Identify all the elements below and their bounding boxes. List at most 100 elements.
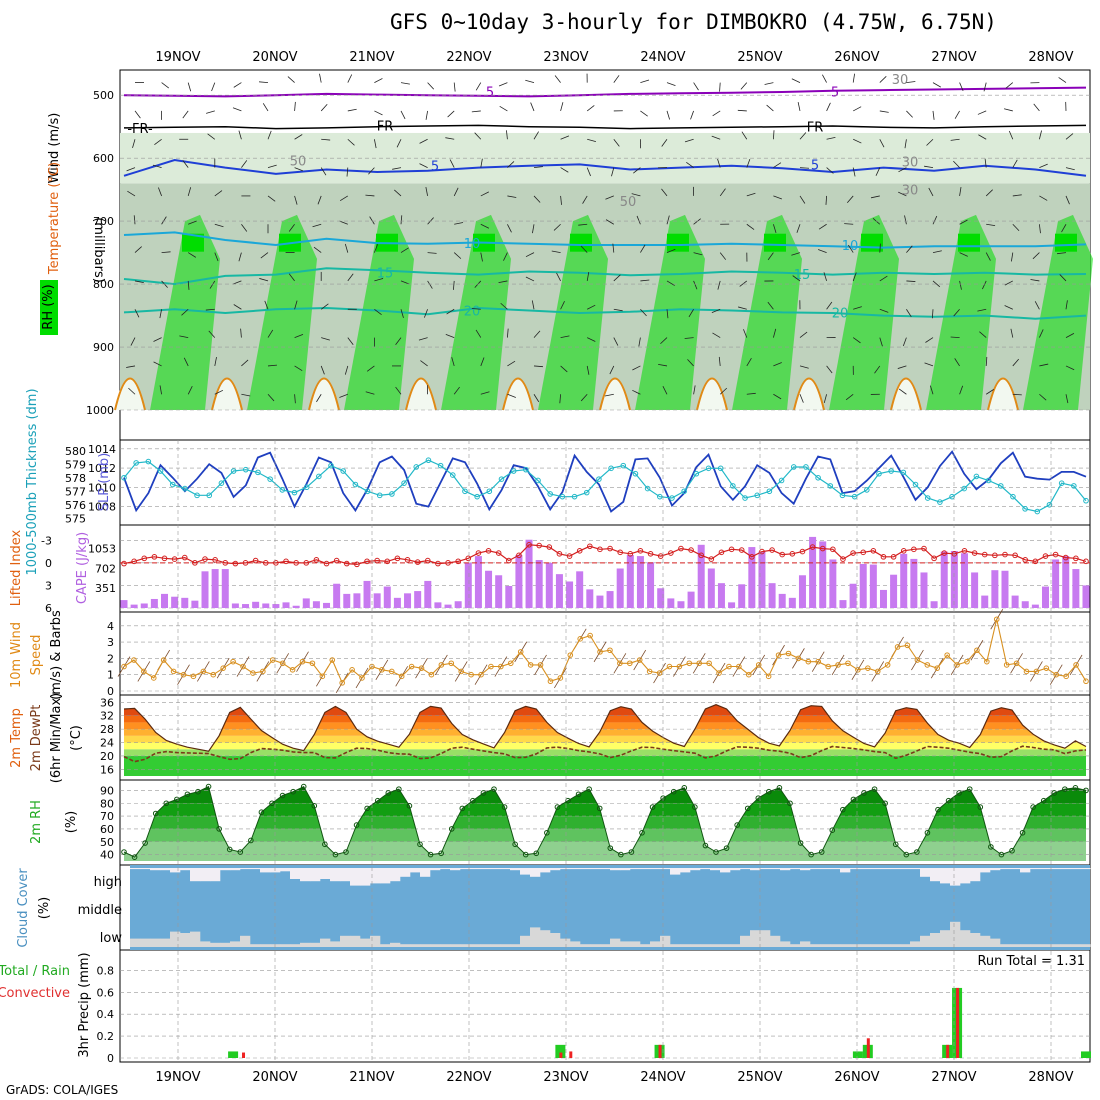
date-label-bottom: 22NOV xyxy=(446,1070,491,1085)
rh-line-point xyxy=(470,797,476,804)
date-label-top: 27NOV xyxy=(931,50,976,65)
high-cloud-bar xyxy=(160,868,171,871)
wind-barb xyxy=(928,187,934,197)
wind-barb xyxy=(267,393,275,402)
rh-line-point xyxy=(184,791,191,798)
wind-barb xyxy=(959,385,964,395)
rh-line-point xyxy=(290,788,296,795)
wind-barb xyxy=(906,81,916,83)
wind-barb xyxy=(187,280,190,290)
wind-speed-line-point xyxy=(557,675,564,681)
wind-barb xyxy=(161,216,167,225)
wind-barb xyxy=(134,110,141,119)
dewpoint-line xyxy=(123,745,1087,763)
rh-line-point xyxy=(554,804,561,810)
contour-label: 5 xyxy=(431,160,439,175)
cape-bar xyxy=(950,551,958,608)
wind-barb xyxy=(953,308,960,317)
low-cloud-bar xyxy=(540,930,551,947)
li-line-point xyxy=(576,548,583,554)
axis-tick-precip: 0.2 xyxy=(97,1030,115,1043)
wind-barb xyxy=(214,389,224,395)
li-line-point xyxy=(1052,551,1059,558)
li-line-point xyxy=(1022,557,1029,563)
wind-barb xyxy=(232,280,242,285)
low-cloud-bar xyxy=(1050,944,1061,947)
wind-speed-line-point xyxy=(458,668,464,675)
wind-speed-line-point xyxy=(299,658,306,665)
wind-barb xyxy=(898,388,907,395)
thickness-line-point xyxy=(644,485,651,492)
thickness-line-point xyxy=(267,476,273,482)
low-cloud-bar xyxy=(440,944,451,947)
low-cloud-bar xyxy=(330,941,341,947)
axis-tick-thickness: 578 xyxy=(65,472,86,485)
high-cloud-bar xyxy=(790,868,801,870)
wind-barb xyxy=(374,244,378,253)
high-cloud-bar xyxy=(990,868,1001,871)
rh-line-point xyxy=(618,851,624,858)
wind-barb xyxy=(1012,358,1020,367)
high-cloud-bar xyxy=(570,868,581,870)
rh-saturated-core xyxy=(667,233,689,252)
rh-line-point xyxy=(417,841,423,848)
rh-line-point xyxy=(216,826,222,832)
wind-speed-line-point xyxy=(1003,662,1010,668)
high-cloud-bar xyxy=(910,868,921,870)
axis-label-rh: RH (%) xyxy=(41,284,56,329)
cape-bar xyxy=(586,589,594,608)
wind-barb xyxy=(316,394,322,403)
wind-barb xyxy=(159,385,162,395)
cape-bar xyxy=(464,562,472,608)
thickness-line-point xyxy=(730,483,736,489)
wind-barb xyxy=(400,309,404,319)
contour-label: 50 xyxy=(290,155,307,170)
wind-barb xyxy=(506,130,508,140)
wind-barb xyxy=(1039,224,1041,234)
wind-speed-line-point xyxy=(904,642,911,649)
high-cloud-bar xyxy=(130,868,141,870)
li-line-point xyxy=(789,551,796,557)
wind-barb xyxy=(320,365,325,375)
wind-barb xyxy=(374,78,383,83)
rh-line-point xyxy=(1019,829,1026,836)
wind-barb xyxy=(499,105,508,112)
wind-barb xyxy=(693,218,701,225)
rh-line-point xyxy=(163,800,170,807)
high-cloud-bar xyxy=(820,868,831,870)
wind-barb xyxy=(347,273,354,282)
wind-barb xyxy=(400,110,406,120)
wind-barb xyxy=(1012,393,1022,396)
thickness-line-point xyxy=(620,462,627,469)
li-line-point xyxy=(668,550,674,556)
cape-bar xyxy=(424,580,432,608)
cape-bar xyxy=(596,595,604,608)
wind-barb xyxy=(712,110,721,117)
wind-speed-line-point xyxy=(289,667,296,673)
wind-barb xyxy=(294,195,298,205)
wind-barb xyxy=(1065,195,1070,205)
wind-barb xyxy=(984,158,987,168)
wind-barb xyxy=(347,337,354,346)
wind-barb xyxy=(560,102,564,112)
wind-barb xyxy=(826,365,833,374)
li-line-point xyxy=(354,561,360,568)
thickness-line-point xyxy=(230,468,237,474)
thickness-line-point xyxy=(693,470,700,477)
wind-speed-line-point xyxy=(874,668,881,675)
li-line-point xyxy=(192,560,198,566)
cape-bar xyxy=(211,569,219,608)
wind-barb xyxy=(711,135,721,140)
low-cloud-bar xyxy=(1020,944,1031,947)
thickness-line-point xyxy=(766,488,773,495)
wind-barb xyxy=(852,73,856,83)
wind-barb xyxy=(640,244,646,253)
wind-barb xyxy=(132,139,136,149)
contour-label: 15 xyxy=(377,267,394,282)
high-cloud-bar xyxy=(770,868,781,870)
wind-barb xyxy=(613,337,619,346)
li-line-point xyxy=(607,545,613,552)
low-cloud-bar xyxy=(460,944,471,947)
wind-barb xyxy=(879,243,881,253)
wind-speed-line-point xyxy=(587,632,593,639)
